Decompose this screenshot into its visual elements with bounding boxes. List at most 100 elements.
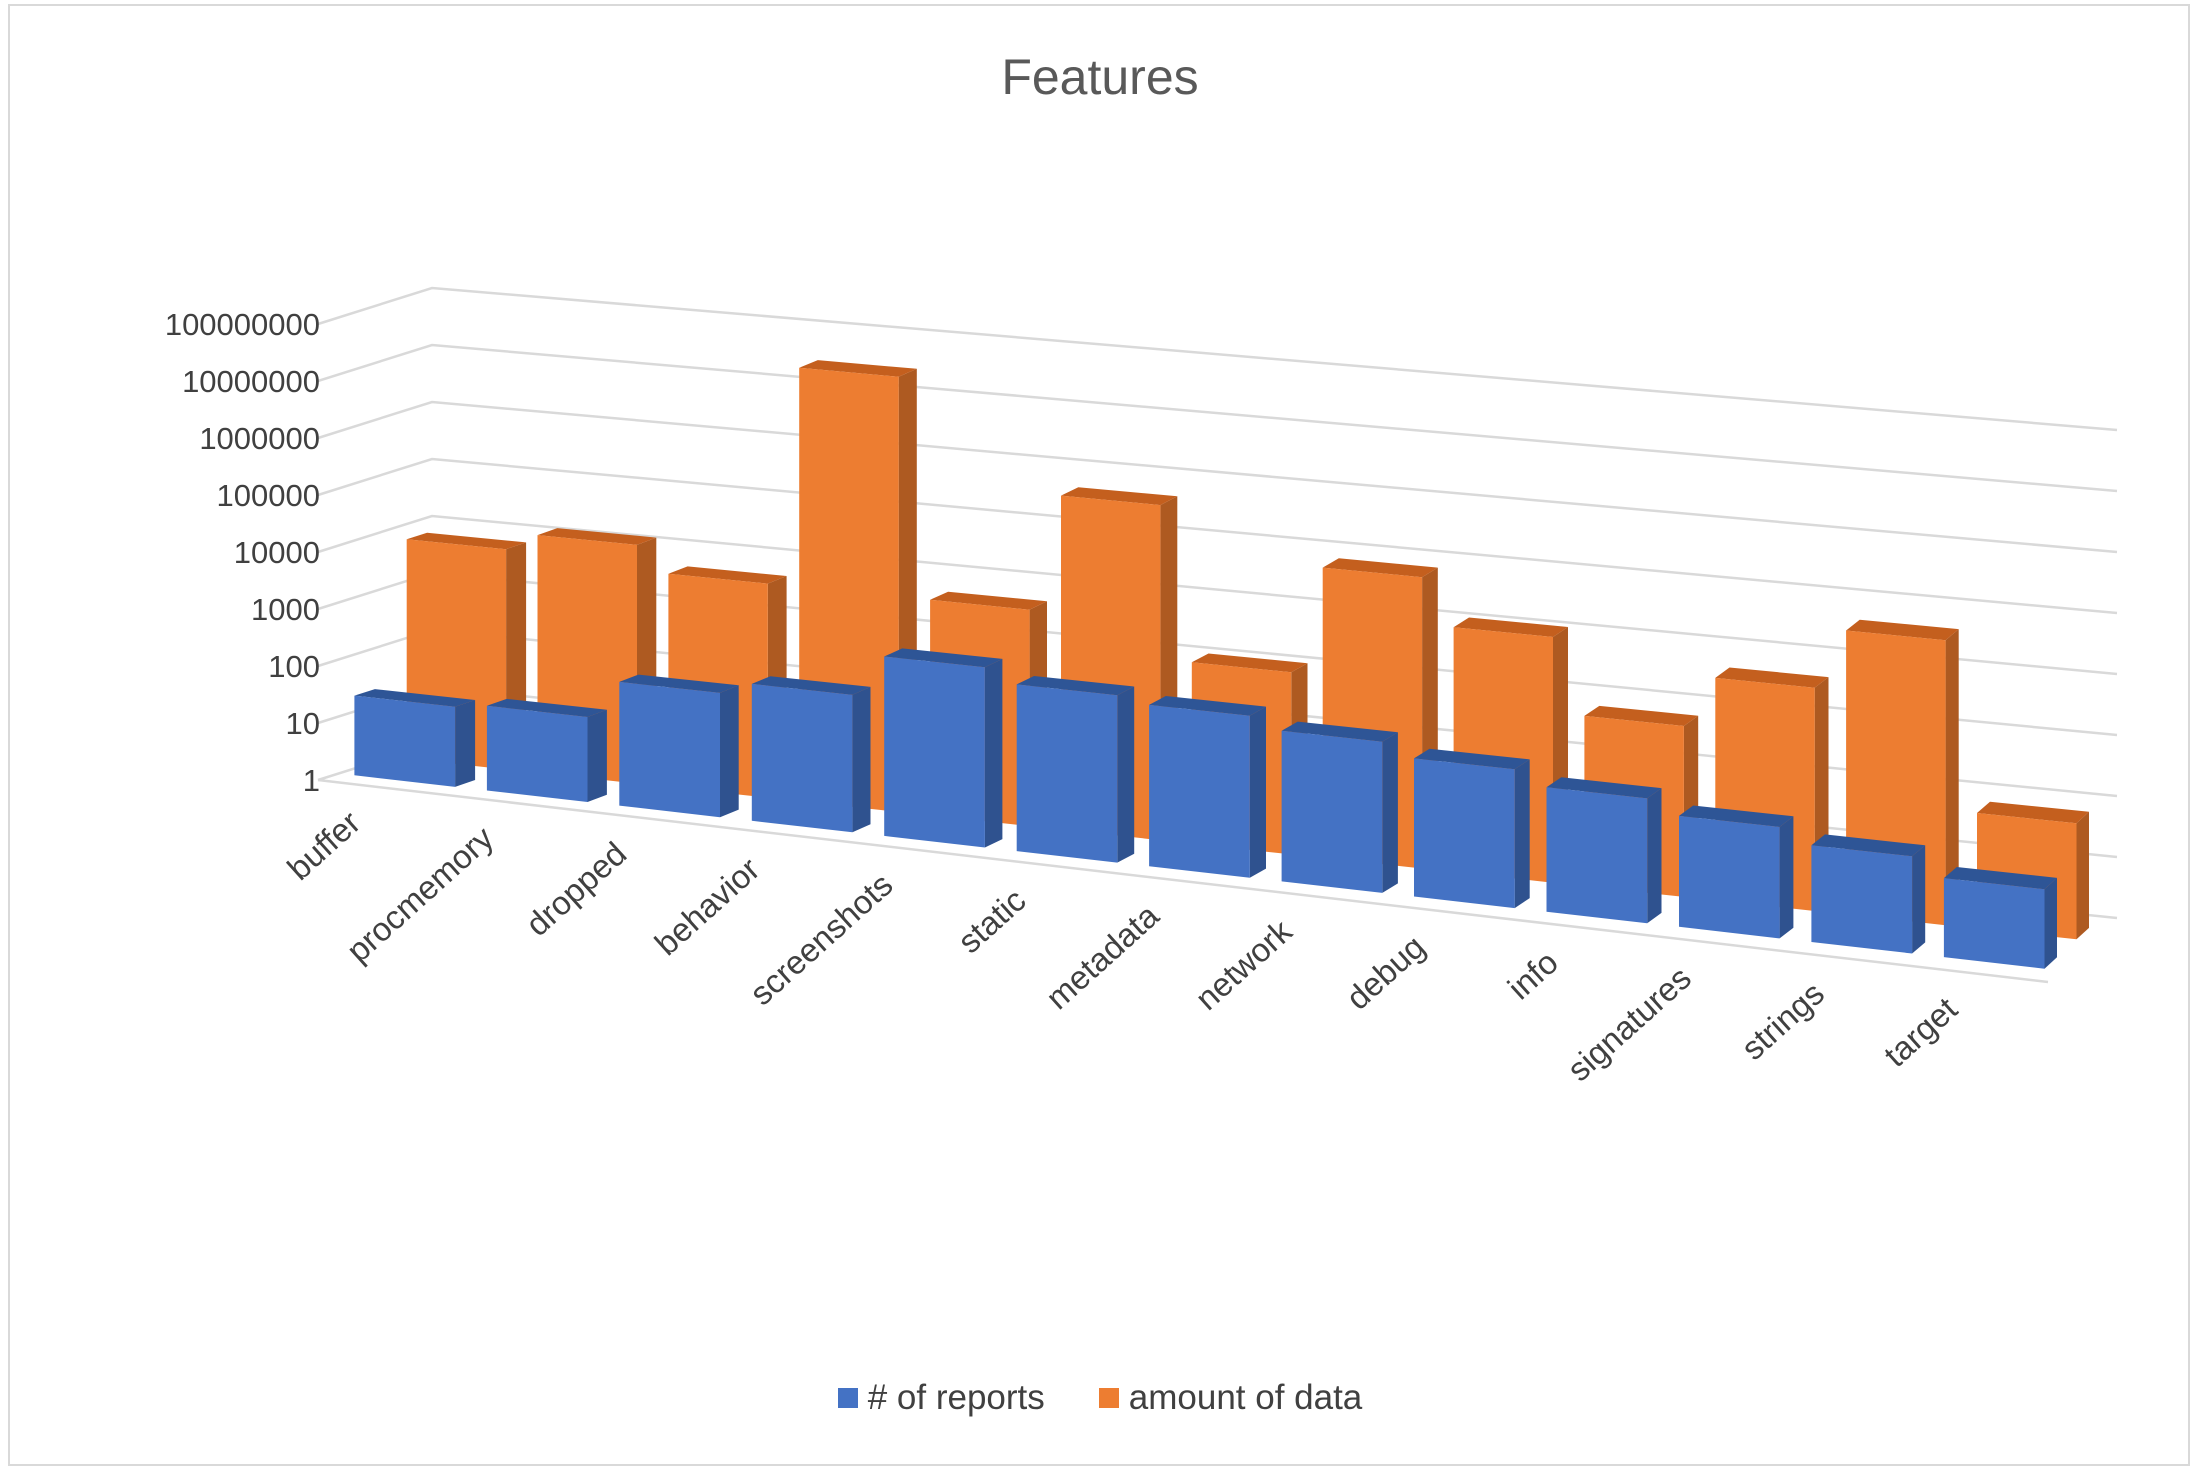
bar-reports-info (1546, 777, 1662, 924)
bar-side-face (2076, 811, 2089, 940)
bar-top-face (354, 689, 476, 707)
legend-swatch-data (1098, 1388, 1119, 1408)
bar-reports-signatures (1679, 805, 1794, 939)
bar-top-face (1846, 619, 1959, 641)
bar-front-face (1679, 815, 1780, 939)
bar-side-face (1779, 816, 1794, 939)
bar-top-face (930, 591, 1047, 610)
bar-side-face (1912, 845, 1926, 954)
y-axis-ticks: 1 10 100 1000 10000 100000 1000000 10000000 1000… (165, 307, 320, 798)
bar-top-face (884, 648, 1003, 668)
bar-reports-metadata (1149, 696, 1266, 878)
bar-top-face (799, 360, 917, 377)
bar-top-face (486, 698, 607, 717)
bar-reports-behavior (751, 676, 871, 833)
y-tick-label: 1000 (251, 592, 320, 627)
bar-top-face (1322, 558, 1438, 578)
bar-side-face (1945, 629, 1959, 926)
bar-reports-screenshots (884, 648, 1003, 848)
bar-top-face (1061, 487, 1178, 506)
bar-side-face (455, 700, 476, 787)
category-label: procmemory (339, 819, 500, 970)
bar-top-face (1546, 777, 1662, 799)
bar-top-face (1191, 653, 1308, 673)
category-label: dropped (519, 835, 634, 944)
bar-top-face (1016, 676, 1135, 696)
bar-front-face (1281, 730, 1383, 893)
bar-top-face (619, 674, 739, 693)
legend: # of reports amount of data (0, 1378, 2200, 1418)
category-label: network (1188, 912, 1299, 1017)
gridline (317, 457, 2118, 615)
bar-top-face (1584, 705, 1699, 726)
category-label: strings (1734, 974, 1831, 1067)
bar-side-face (1514, 759, 1530, 909)
bar-top-face (751, 676, 871, 695)
legend-item-data: amount of data (1098, 1378, 1363, 1418)
bar-side-face (1382, 732, 1398, 893)
bar-front-face (1546, 787, 1648, 924)
category-label: behavior (648, 850, 767, 962)
legend-label-data: amount of data (1128, 1378, 1363, 1417)
bar-reports-procmemory (486, 698, 607, 802)
bar-side-face (720, 685, 739, 818)
legend-swatch-reports (837, 1388, 858, 1408)
y-tick-label: 10000000 (182, 364, 320, 399)
bar-side-face (2044, 877, 2057, 969)
bar-front-face (354, 695, 456, 787)
y-tick-label: 1 (303, 763, 320, 798)
bar-front-face (751, 683, 853, 833)
bar-top-face (537, 528, 657, 545)
bar-top-face (1453, 617, 1568, 637)
bar-top-face (1679, 805, 1794, 827)
y-tick-label: 100000 (217, 478, 320, 513)
bar-reports-target (1943, 867, 2057, 969)
bar-reports-static (1016, 676, 1135, 863)
category-label: signatures (1560, 959, 1698, 1088)
bar-front-face (1149, 704, 1250, 878)
bar-top-face (406, 532, 527, 550)
bar-reports-buffer (354, 689, 476, 787)
gridline (317, 343, 2118, 493)
bar-top-face (668, 566, 787, 584)
chart-title: Features (1001, 49, 1199, 105)
bar-front-face (1414, 758, 1515, 909)
bar-side-face (1249, 706, 1266, 878)
bar-reports-network (1281, 721, 1398, 893)
y-tick-label: 1000000 (199, 421, 320, 456)
bar-front-face (1811, 845, 1913, 954)
bars (354, 360, 2089, 969)
bar-front-face (619, 681, 720, 818)
category-label: info (1501, 943, 1565, 1006)
bar-front-face (1016, 684, 1118, 863)
bar-top-face (1414, 748, 1530, 770)
bar-top-face (1715, 667, 1829, 688)
bar-top-face (1977, 801, 2089, 824)
bar-reports-dropped (619, 674, 739, 818)
bar-reports-debug (1414, 748, 1530, 909)
category-label: target (1877, 990, 1964, 1074)
category-label: screenshots (743, 866, 900, 1013)
gridline (317, 286, 2118, 432)
gridline (317, 514, 2118, 676)
bar-top-face (1281, 721, 1398, 742)
bar-front-face (486, 705, 588, 802)
bar-side-face (984, 658, 1003, 848)
bar-side-face (1647, 788, 1662, 924)
bar-side-face (1117, 686, 1135, 863)
y-tick-label: 10 (286, 706, 320, 741)
category-label: static (951, 881, 1033, 960)
legend-label-reports: # of reports (867, 1378, 1045, 1417)
bar-front-face (884, 656, 985, 848)
y-tick-label: 100000000 (165, 307, 320, 342)
category-label: debug (1339, 928, 1432, 1017)
bar-top-face (1811, 834, 1926, 857)
bar-front-face (1943, 878, 2045, 969)
category-label: metadata (1039, 896, 1166, 1016)
y-tick-label: 100 (268, 649, 320, 684)
y-tick-label: 10000 (234, 535, 320, 570)
legend-item-reports: # of reports (837, 1378, 1045, 1418)
bar-reports-strings (1811, 834, 1926, 954)
floor-edge (317, 778, 2049, 984)
